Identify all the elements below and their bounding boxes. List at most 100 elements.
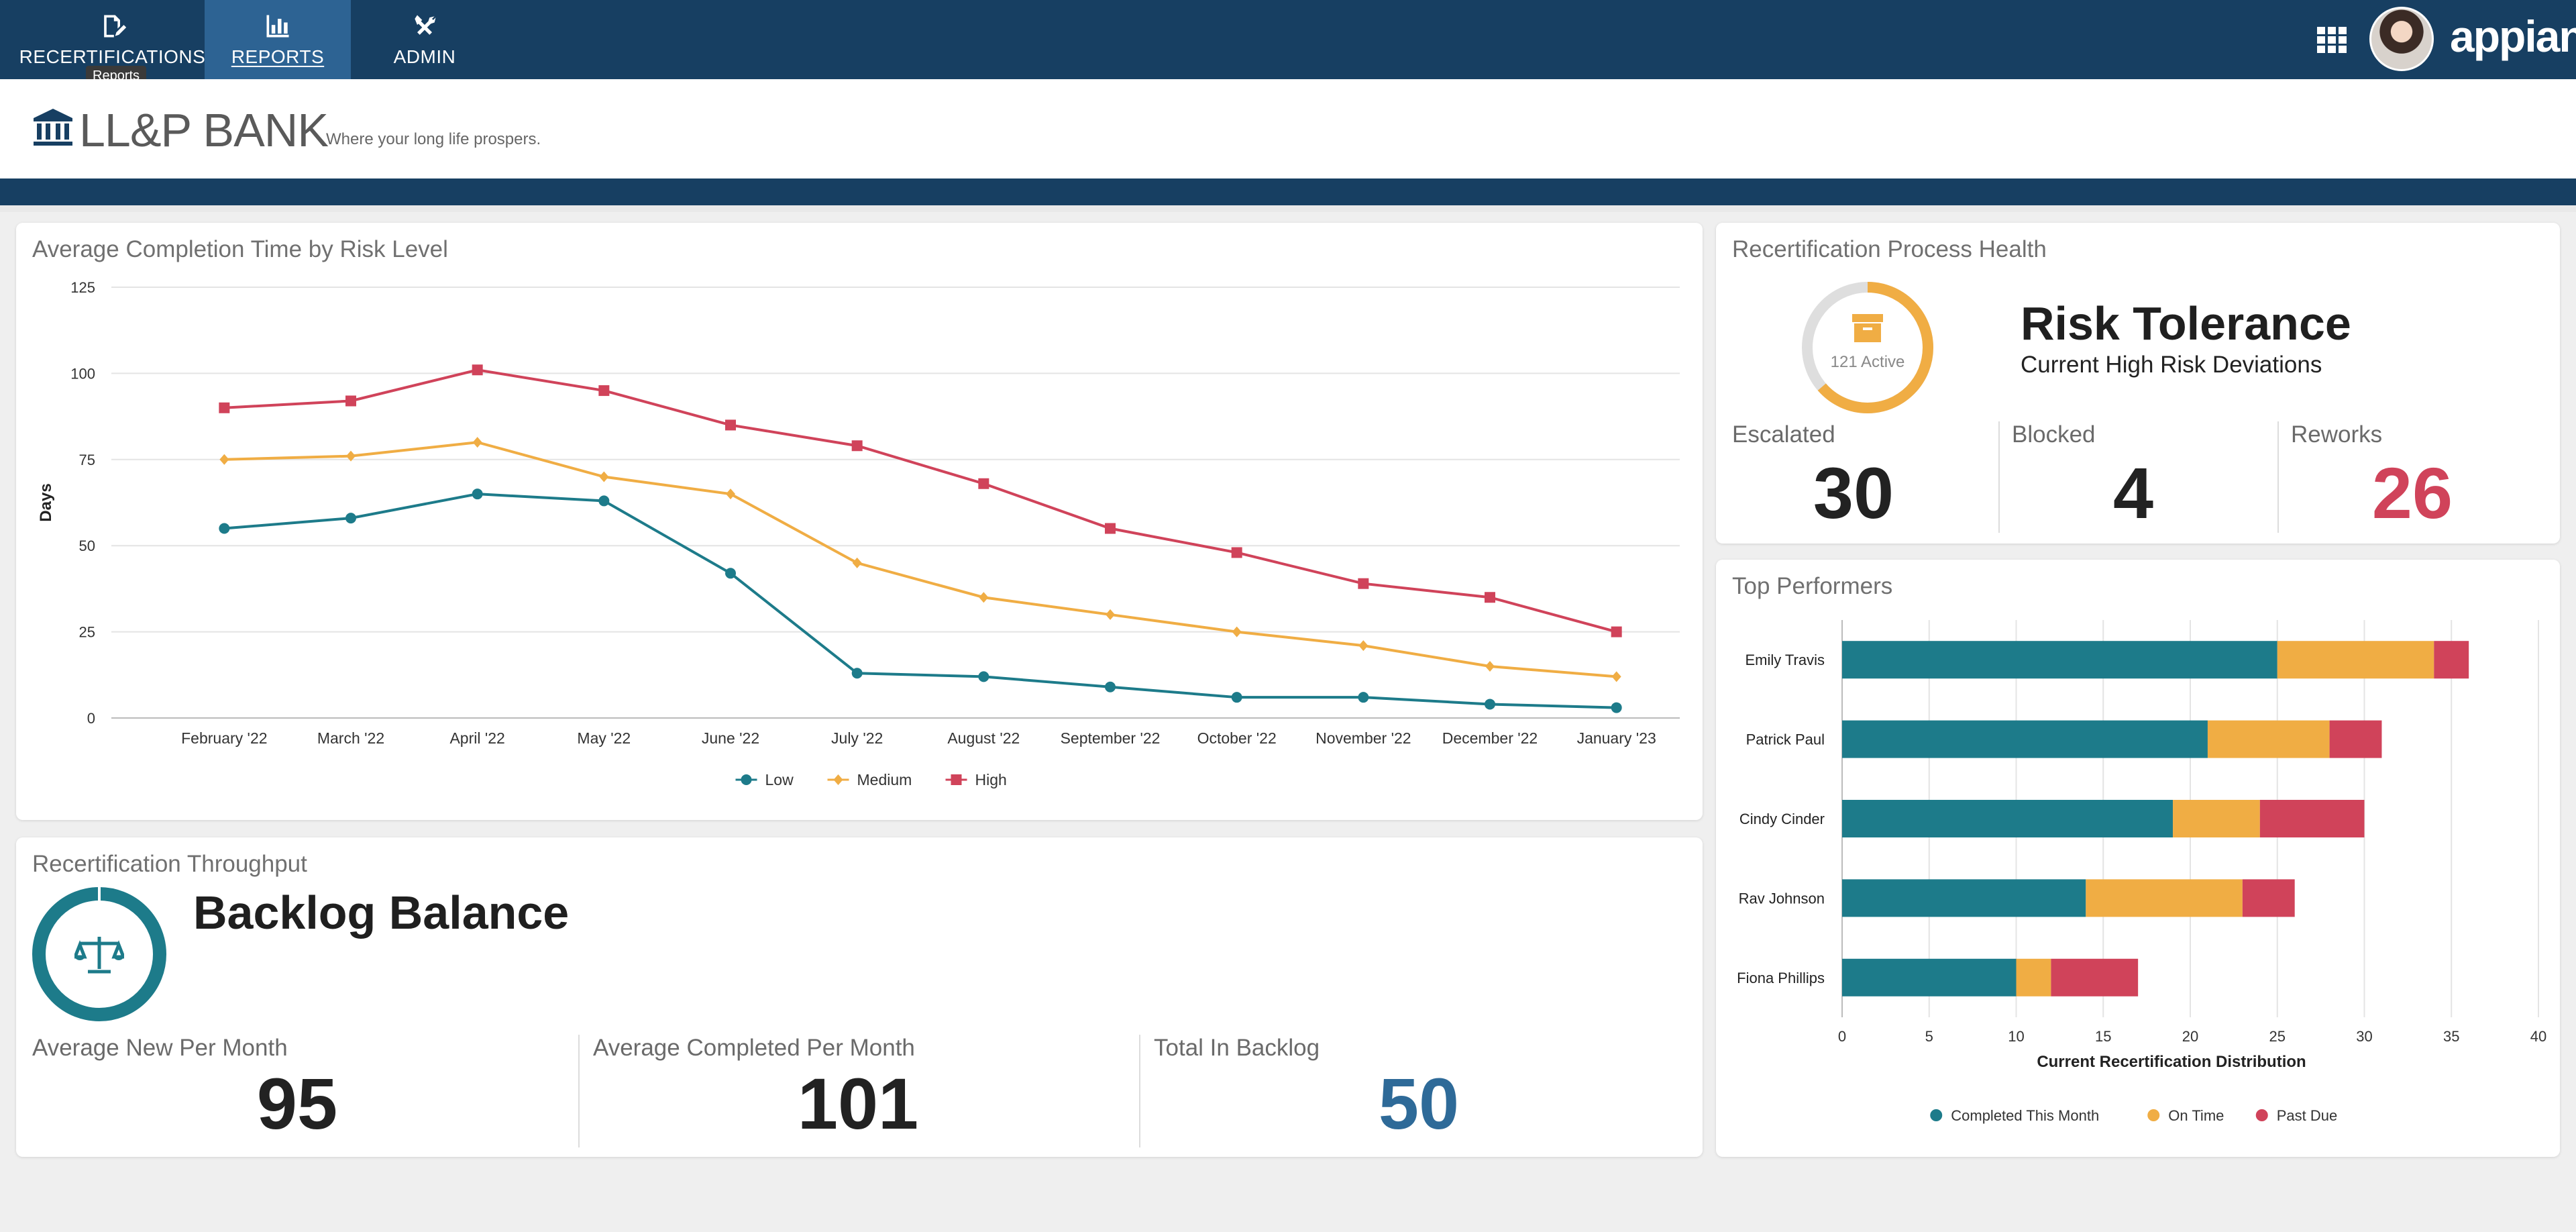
point-medium (346, 450, 356, 462)
throughput-title: Recertification Throughput (32, 851, 307, 877)
avg-completed-label: Average Completed Per Month (593, 1035, 915, 1061)
point-high (219, 402, 230, 413)
blocked-value: 4 (2112, 452, 2154, 533)
point-medium (1485, 660, 1495, 672)
point-high (1611, 626, 1622, 637)
backlog-donut (32, 886, 166, 1021)
escalated-label: Escalated (1732, 421, 1835, 448)
series-line-medium (224, 441, 1617, 678)
throughput-divider-2 (1139, 1035, 1140, 1147)
x-tick-label: 20 (2182, 1028, 2198, 1045)
bar-on-time (2173, 800, 2260, 837)
x-tick-label: January '23 (1577, 729, 1656, 747)
point-medium (1232, 626, 1242, 637)
reworks-label: Reworks (2291, 421, 2383, 448)
reworks-value: 26 (2371, 452, 2453, 533)
x-tick-label: 25 (2269, 1028, 2286, 1045)
point-low (1105, 681, 1116, 692)
bar-past-due (2259, 800, 2365, 837)
point-medium (979, 592, 989, 603)
bar-completed-this-month (1842, 800, 2174, 837)
app-grid-icon[interactable] (2317, 27, 2347, 54)
point-medium (219, 454, 229, 465)
x-tick-label: February '22 (181, 729, 267, 747)
throughput-card: Recertification Throughput Backlog Balan… (16, 837, 1703, 1157)
point-low (219, 523, 230, 534)
tab-reports-label: REPORTS (231, 46, 325, 67)
x-tick-label: 35 (2443, 1028, 2459, 1045)
point-medium (599, 471, 609, 482)
point-medium (472, 437, 482, 448)
x-tick-label: 30 (2356, 1028, 2372, 1045)
legend-label-completed-this-month: Completed This Month (1951, 1107, 2099, 1124)
bar-past-due (2434, 641, 2469, 679)
x-tick-label: April '22 (449, 729, 504, 747)
x-tick-label: October '22 (1197, 729, 1277, 747)
top-navigation-bar: RECERTIFICATIONS REPORTS ADMIN Reports a… (0, 0, 2576, 87)
escalated-value: 30 (1813, 452, 1894, 533)
tools-icon (415, 15, 436, 35)
point-low (851, 668, 863, 679)
x-tick-label: 15 (2095, 1028, 2111, 1045)
bar-chart-icon (266, 15, 289, 38)
point-high (1485, 592, 1495, 603)
bar-completed-this-month (1842, 879, 2086, 917)
x-tick-label: 40 (2530, 1028, 2546, 1045)
tab-admin[interactable]: ADMIN (351, 0, 498, 79)
total-backlog-value: 50 (1378, 1063, 1460, 1144)
archive-box-icon (1852, 314, 1883, 342)
y-tick-label: 0 (87, 710, 95, 727)
point-high (1231, 547, 1242, 558)
bar-on-time (2086, 879, 2243, 917)
legend-label-high: High (975, 771, 1007, 788)
legend-marker-low (741, 774, 752, 785)
point-low (1611, 702, 1622, 713)
legend-label-past-due: Past Due (2277, 1107, 2338, 1124)
point-high (1105, 523, 1116, 534)
legend-label-low: Low (765, 771, 794, 788)
x-tick-label: December '22 (1442, 729, 1538, 747)
bank-name: LL&P BANK (79, 104, 329, 156)
risk-tolerance-subheading: Current High Risk Deviations (2021, 352, 2322, 378)
bar-completed-this-month (1842, 641, 2277, 679)
series-line-high (224, 368, 1617, 633)
bar-completed-this-month (1842, 720, 2208, 758)
legend-dot-past-due (2255, 1109, 2268, 1121)
bar-on-time (2277, 641, 2434, 679)
point-low (472, 489, 483, 500)
header-band (0, 178, 2576, 205)
total-backlog-label: Total In Backlog (1154, 1035, 1320, 1061)
point-medium (1358, 640, 1368, 652)
point-low (1358, 692, 1369, 703)
x-tick-label: March '22 (317, 729, 384, 747)
health-divider-2 (2277, 421, 2279, 533)
x-tick-label: November '22 (1316, 729, 1411, 747)
active-count-label: 121 Active (1830, 353, 1905, 371)
user-avatar[interactable] (2369, 7, 2434, 71)
site-header: LL&P BANK Where your long life prospers. (0, 79, 2576, 178)
health-divider-1 (1998, 421, 2000, 533)
performer-name-label: Emily Travis (1745, 652, 1825, 668)
point-low (978, 671, 989, 682)
point-high (851, 440, 863, 452)
point-low (598, 495, 610, 507)
top-performers-title: Top Performers (1732, 573, 1893, 599)
bar-past-due (2242, 879, 2295, 917)
scale-balance-icon (74, 937, 124, 974)
tab-recertifications[interactable]: RECERTIFICATIONS (19, 0, 206, 79)
point-medium (726, 489, 735, 500)
bar-past-due (2329, 720, 2382, 758)
series-line-low (224, 493, 1617, 709)
edit-document-icon (103, 15, 126, 38)
tab-recertifications-label: RECERTIFICATIONS (19, 46, 206, 67)
point-medium (852, 557, 862, 568)
y-tick-label: 125 (70, 279, 95, 296)
bar-completed-this-month (1842, 958, 2017, 996)
x-tick-label: July '22 (831, 729, 883, 747)
y-tick-label: 50 (79, 537, 95, 554)
tab-reports[interactable]: REPORTS (205, 0, 351, 79)
x-tick-label: 0 (1838, 1028, 1846, 1045)
performer-name-label: Cindy Cinder (1739, 811, 1825, 827)
completion-time-title: Average Completion Time by Risk Level (32, 236, 448, 262)
point-low (1485, 699, 1495, 710)
